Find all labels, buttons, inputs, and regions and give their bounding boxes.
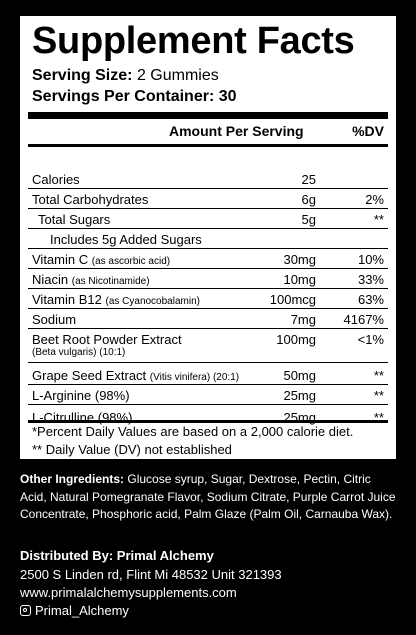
amount-value: 100mg [276,332,316,347]
facts-row: L-Arginine (98%) 25mg ** [20,386,396,405]
nutrient-source: (as Nicotinamide) [71,276,150,287]
facts-row: Sodium 7mg 4167% [20,310,396,329]
nutrient-label: Niacin (as Nicotinamide) [32,272,150,287]
amount-header: Amount Per Serving [169,123,304,139]
facts-row: Niacin (as Nicotinamide) 10mg 33% [20,270,396,289]
dv-value: ** [373,212,384,227]
nutrient-source: (Vitis vinifera) (20:1) [149,372,240,383]
nutrient-name: Beet Root Powder Extract [32,332,182,347]
nutrient-name: L-Arginine (98%) [32,388,130,403]
instagram-icon [20,605,31,616]
nutrient-name: Total Sugars [38,212,111,227]
nutrient-label: L-Arginine (98%) [32,388,130,403]
amount-value: 5g [301,212,316,227]
row-divider [28,268,388,269]
dv-value: ** [373,388,384,403]
nutrient-label: Sodium [32,312,76,327]
amount-value: 6g [301,192,316,207]
distributor-name: Distributed By: Primal Alchemy [20,548,214,563]
facts-row: Vitamin B12 (as Cyanocobalamin) 100mcg 63% [20,290,396,309]
dv-value: 2% [365,192,384,207]
nutrient-label: Vitamin B12 (as Cyanocobalamin) [32,292,200,307]
servings-per-container: Servings Per Container: 30 [32,88,237,105]
dv-value: ** [373,410,384,425]
dv-value: ** [373,368,384,383]
nutrient-source: (Beta vulgaris) (10:1) [32,347,126,358]
nutrient-name: Sodium [32,312,77,327]
nutrient-name: Niacin [32,272,69,287]
nutrient-name: Includes 5g Added Sugars [50,232,202,247]
nutrient-source: (as ascorbic acid) [91,256,171,267]
nutrient-name: Grape Seed Extract [32,368,147,383]
row-divider [28,328,388,329]
serving-size: Serving Size: 2 Gummies [32,67,219,84]
row-divider [28,228,388,229]
row-divider [28,362,388,363]
amount-value: 100mcg [269,292,316,307]
other-ingredients-label: Other Ingredients: [20,472,125,486]
facts-row: Vitamin C (as ascorbic acid) 30mg 10% [20,250,396,269]
dv-value: <1% [357,332,384,347]
footnote: ** Daily Value (DV) not established [32,442,232,457]
dv-value: 63% [357,292,384,307]
amount-value: 25 [301,172,316,187]
nutrient-name: Vitamin C [32,252,89,267]
facts-row: Calories 25 [20,170,396,189]
amount-value: 30mg [283,252,316,267]
divider-medium [28,420,388,423]
row-divider [28,308,388,309]
nutrient-source: (as Cyanocobalamin) [105,296,200,307]
other-ingredients: Other Ingredients: Glucose syrup, Sugar,… [20,471,400,524]
dv-value: 33% [357,272,384,287]
row-divider [28,384,388,385]
nutrient-label: Total Sugars [38,212,110,227]
facts-row: Beet Root Powder Extract (Beta vulgaris) … [20,330,396,358]
amount-value: 10mg [283,272,316,287]
nutrient-label: Beet Root Powder Extract (Beta vulgaris) … [32,332,182,358]
row-divider [28,404,388,405]
dv-value: 4167% [343,312,384,327]
nutrient-label: Calories [32,172,80,187]
social-handle-text: Primal_Alchemy [35,603,129,618]
row-divider [28,208,388,209]
social-handle[interactable]: Primal_Alchemy [20,603,129,618]
nutrient-label: Grape Seed Extract (Vitis vinifera) (20:… [32,368,239,383]
nutrient-name: Total Carbohydrates [32,192,149,207]
nutrient-name: Calories [32,172,80,187]
row-divider [28,248,388,249]
nutrient-name: Vitamin B12 [32,292,102,307]
amount-value: 7mg [290,312,316,327]
row-divider [28,188,388,189]
nutrient-label: Vitamin C (as ascorbic acid) [32,252,170,267]
panel-title: Supplement Facts [32,20,355,62]
other-ingredients-text: Glucose syrup, Sugar, Dextrose, Pectin, … [20,472,396,521]
amount-value: 50mg [283,368,316,383]
distributor-address: 2500 S Linden rd, Flint Mi 48532 Unit 32… [20,567,282,582]
website-link[interactable]: www.primalalchemysupplements.com [20,585,237,600]
facts-row: Total Carbohydrates 6g 2% [20,190,396,209]
nutrient-label: Total Carbohydrates [32,192,148,207]
facts-row: Grape Seed Extract (Vitis vinifera) (20:… [20,366,396,385]
dv-header: %DV [352,123,384,139]
footnote: *Percent Daily Values are based on a 2,0… [32,424,354,439]
dv-value: 10% [357,252,384,267]
divider-medium [28,144,388,147]
facts-row: Total Sugars 5g ** [20,210,396,229]
facts-row: Includes 5g Added Sugars [20,230,396,249]
supplement-facts-panel: Supplement Facts Serving Size: 2 Gummies… [20,16,396,459]
divider-thick [28,112,388,119]
amount-value: 25mg [283,388,316,403]
row-divider [28,288,388,289]
nutrient-label: Includes 5g Added Sugars [50,232,202,247]
